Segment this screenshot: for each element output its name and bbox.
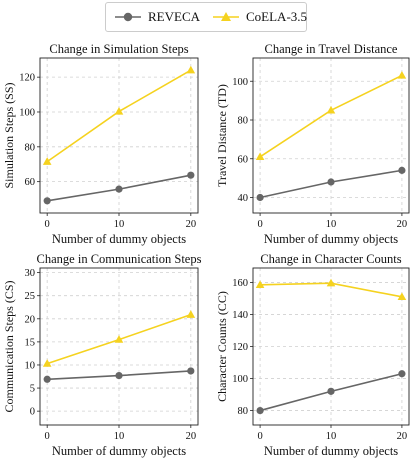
x-axis-label: Number of dummy objects xyxy=(52,232,186,246)
x-tick-label: 20 xyxy=(186,431,197,442)
data-point-coela-3-5 xyxy=(42,157,52,165)
data-point-coela-3-5 xyxy=(114,335,124,343)
y-axis-label: Travel Distance (TD) xyxy=(215,84,229,187)
x-tick-label: 20 xyxy=(186,219,197,230)
x-axis-label: Number of dummy objects xyxy=(264,232,398,246)
y-tick-label: 120 xyxy=(232,342,248,353)
y-tick-label: 140 xyxy=(232,310,248,321)
data-point-coela-3-5 xyxy=(255,280,265,289)
y-tick-label: 100 xyxy=(232,374,248,385)
y-axis-label: Simulation Steps (SS) xyxy=(2,82,16,188)
data-point-reveca xyxy=(398,370,406,378)
x-axis-label: Number of dummy objects xyxy=(264,444,398,458)
x-tick-label: 20 xyxy=(397,219,408,230)
data-point-reveca xyxy=(43,375,51,383)
x-tick-label: 10 xyxy=(114,431,125,442)
data-point-reveca xyxy=(256,193,264,202)
y-tick-label: 80 xyxy=(238,116,249,127)
x-tick-label: 0 xyxy=(257,219,262,230)
y-tick-label: 160 xyxy=(232,278,248,289)
data-point-reveca xyxy=(187,171,195,179)
data-point-reveca xyxy=(256,406,264,415)
y-tick-label: 60 xyxy=(238,154,249,165)
data-point-coela-3-5 xyxy=(114,106,124,115)
chart-panel-1: 0 10 20 40 60 80 100 Change in Travel Distance N… xyxy=(215,42,410,246)
y-tick-label: 80 xyxy=(238,406,249,417)
y-tick-label: 100 xyxy=(232,77,248,88)
data-point-coela-3-5 xyxy=(255,152,265,161)
x-tick-label: 0 xyxy=(257,431,262,442)
y-tick-label: 60 xyxy=(25,177,36,188)
data-point-coela-3-5 xyxy=(42,359,52,367)
legend-swatch-reveca xyxy=(115,12,141,22)
y-tick-label: 80 xyxy=(25,142,36,153)
data-point-reveca xyxy=(115,371,123,380)
chart-panel-0: 0 10 20 60 80 100 120 Change in Simulation Step… xyxy=(2,42,199,246)
data-point-reveca xyxy=(115,185,123,193)
legend-marker-coela xyxy=(221,12,231,21)
chart-title: Change in Travel Distance xyxy=(265,42,398,56)
y-axis-label: Communication Steps (CS) xyxy=(2,280,16,412)
x-axis-label: Number of dummy objects xyxy=(52,444,186,458)
x-tick-label: 0 xyxy=(45,219,50,230)
x-tick-label: 10 xyxy=(326,219,337,230)
y-tick-label: 100 xyxy=(19,107,35,118)
data-point-reveca xyxy=(398,166,406,174)
chart-title: Change in Character Counts xyxy=(260,252,401,266)
chart-panel-3: 0 10 20 80 100 120 140 160 Change in Character C… xyxy=(215,252,410,458)
y-tick-label: 20 xyxy=(25,314,36,325)
data-point-coela-3-5 xyxy=(326,105,336,114)
data-point-coela-3-5 xyxy=(397,292,407,301)
y-tick-label: 120 xyxy=(19,73,35,84)
data-point-reveca xyxy=(43,197,51,205)
legend-swatch-coela xyxy=(213,12,239,21)
x-tick-label: 0 xyxy=(45,431,50,442)
y-tick-label: 15 xyxy=(25,337,36,348)
x-tick-label: 10 xyxy=(326,431,337,442)
legend: REVECA CoELA-3.5 xyxy=(105,2,307,32)
y-tick-label: 10 xyxy=(25,360,36,371)
chart-title: Change in Communication Steps xyxy=(37,252,202,266)
data-point-coela-3-5 xyxy=(186,310,196,318)
chart-title: Change in Simulation Steps xyxy=(49,42,188,56)
x-tick-label: 20 xyxy=(397,431,408,442)
y-tick-label: 40 xyxy=(238,193,249,204)
data-point-reveca xyxy=(327,387,335,395)
legend-entry-reveca: REVECA xyxy=(114,3,200,31)
y-axis-label: Character Counts (CC) xyxy=(215,291,229,402)
legend-label-coela: CoELA-3.5 xyxy=(246,9,308,24)
data-point-reveca xyxy=(327,178,335,186)
y-tick-label: 0 xyxy=(30,407,35,418)
legend-marker-reveca xyxy=(123,12,133,22)
data-point-reveca xyxy=(187,367,195,375)
x-tick-label: 10 xyxy=(114,219,125,230)
legend-entry-coela: CoELA-3.5 xyxy=(212,3,307,31)
y-tick-label: 25 xyxy=(25,291,36,302)
data-point-coela-3-5 xyxy=(186,65,196,74)
data-point-coela-3-5 xyxy=(326,278,336,287)
data-point-coela-3-5 xyxy=(397,70,407,79)
legend-label-reveca: REVECA xyxy=(148,9,200,24)
y-tick-label: 5 xyxy=(30,384,35,395)
y-tick-label: 30 xyxy=(25,268,36,279)
